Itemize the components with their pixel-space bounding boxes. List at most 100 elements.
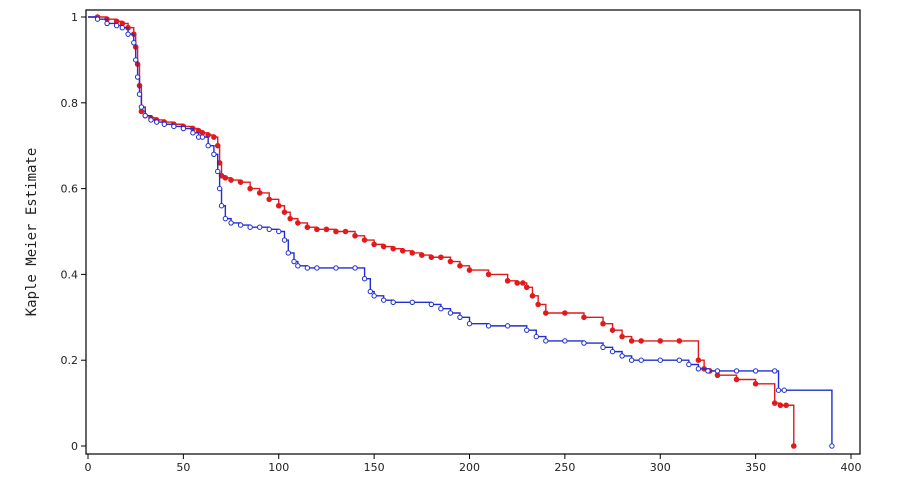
data-point: [457, 263, 463, 269]
data-point: [695, 366, 702, 372]
series-2: [88, 16, 835, 449]
plot-frame: [85, 9, 861, 455]
data-point: [211, 151, 217, 157]
data-point: [134, 74, 141, 80]
data-point: [138, 104, 145, 110]
data-point: [132, 57, 139, 63]
data-point: [628, 338, 635, 344]
data-point: [771, 400, 778, 406]
data-point: [428, 301, 435, 308]
data-point: [638, 338, 644, 344]
data-point: [695, 357, 702, 364]
data-point: [228, 220, 234, 226]
data-point: [485, 323, 492, 329]
data-point: [514, 280, 520, 286]
data-point: [367, 288, 374, 295]
x-tick-label: 250: [554, 461, 575, 474]
data-point: [676, 338, 683, 344]
data-point: [222, 215, 229, 222]
y-tick-label: 0: [71, 440, 78, 453]
data-point: [342, 228, 349, 235]
data-point: [352, 232, 358, 239]
data-point: [609, 348, 616, 355]
y-tick-label: 1: [71, 11, 78, 24]
data-point: [119, 25, 126, 31]
data-point: [705, 368, 711, 374]
data-point: [222, 175, 229, 181]
data-point: [542, 310, 549, 316]
y-tick-label: 0.2: [61, 354, 79, 367]
data-point: [790, 443, 797, 449]
data-point: [199, 134, 206, 140]
x-tick-label: 350: [745, 461, 766, 474]
data-point: [457, 314, 463, 320]
data-point: [657, 357, 663, 363]
data-point: [466, 267, 473, 273]
data-point: [266, 196, 273, 203]
data-point: [657, 338, 664, 344]
data-point: [247, 185, 253, 192]
data-point: [466, 321, 473, 327]
data-point: [205, 143, 211, 149]
axes-layer: 0 50 100 150 200 250 300 350 400 0 0.2 0.4 0.6 0.8 1: [61, 11, 862, 474]
x-tick-label: 50: [176, 461, 190, 474]
data-point: [628, 357, 635, 363]
data-point: [676, 357, 683, 363]
data-point: [171, 123, 177, 130]
y-axis-title: Kaple Meier Estimate: [24, 148, 40, 317]
data-point: [600, 320, 606, 327]
data-point: [281, 237, 288, 243]
x-tick-label: 400: [841, 461, 862, 474]
x-tick-label: 0: [85, 461, 92, 474]
x-tick-label: 150: [364, 461, 385, 474]
data-point: [247, 224, 253, 230]
data-point: [399, 248, 406, 254]
data-point: [94, 16, 101, 22]
data-point: [314, 226, 320, 233]
data-point: [228, 177, 234, 183]
series-layer: [88, 14, 835, 449]
data-point: [733, 376, 740, 383]
data-point: [409, 250, 416, 256]
data-point: [438, 306, 444, 312]
data-point: [333, 228, 339, 235]
data-point: [237, 222, 244, 228]
data-point: [104, 20, 110, 27]
data-point: [153, 119, 160, 125]
data-point: [256, 190, 263, 196]
data-point: [447, 258, 454, 265]
data-point: [520, 280, 526, 286]
data-point: [371, 293, 377, 299]
data-point: [504, 278, 511, 284]
data-point: [161, 121, 168, 127]
data-point: [638, 357, 644, 363]
data-point: [714, 368, 721, 374]
y-tick-label: 0.8: [61, 97, 79, 110]
data-point: [148, 117, 154, 123]
data-point: [409, 299, 415, 305]
data-point: [314, 265, 320, 271]
data-point: [562, 338, 568, 344]
data-point: [428, 254, 435, 261]
data-point: [752, 380, 759, 387]
data-point: [686, 361, 692, 368]
data-point: [535, 301, 541, 308]
data-point: [529, 293, 536, 299]
data-point: [211, 134, 217, 140]
y-tick-label: 0.4: [61, 268, 79, 281]
data-point: [291, 258, 297, 265]
data-point: [214, 142, 221, 149]
data-point: [256, 224, 263, 230]
data-point: [775, 387, 782, 393]
data-point: [275, 202, 282, 209]
data-point: [380, 243, 387, 250]
data-point: [216, 185, 223, 192]
data-point: [352, 265, 358, 271]
data-point: [295, 220, 301, 226]
x-tick-label: 300: [650, 461, 671, 474]
x-tick-label: 100: [268, 461, 289, 474]
data-point: [619, 353, 625, 359]
data-point: [829, 443, 835, 449]
data-point: [752, 368, 759, 374]
